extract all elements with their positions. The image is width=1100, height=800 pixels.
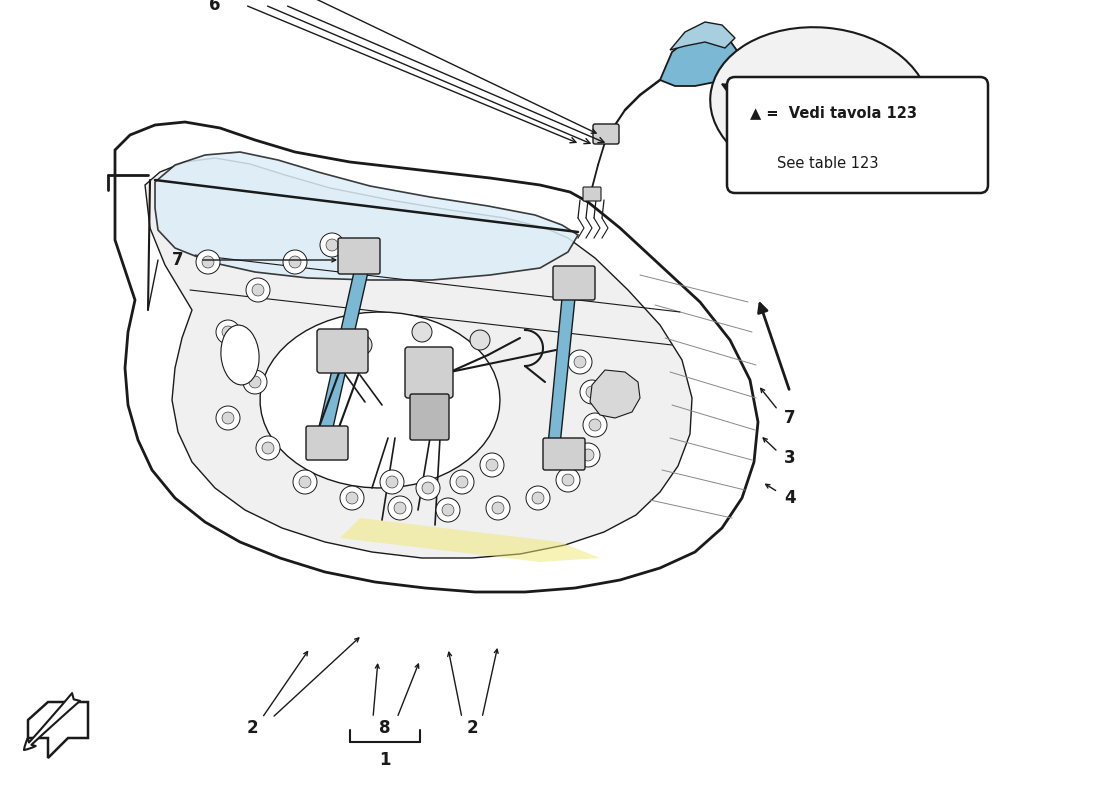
Text: 6: 6: [209, 0, 221, 14]
Circle shape: [216, 406, 240, 430]
FancyBboxPatch shape: [338, 238, 379, 274]
Circle shape: [202, 256, 215, 268]
Polygon shape: [28, 702, 88, 758]
Text: a passion since 1985: a passion since 1985: [345, 442, 535, 498]
Circle shape: [196, 250, 220, 274]
Text: See table 123: See table 123: [777, 155, 879, 170]
Circle shape: [283, 250, 307, 274]
Text: 4: 4: [784, 489, 795, 507]
Circle shape: [568, 350, 592, 374]
Text: 8: 8: [379, 719, 390, 737]
Circle shape: [562, 474, 574, 486]
Text: 3: 3: [784, 449, 795, 467]
Circle shape: [252, 284, 264, 296]
Polygon shape: [318, 272, 368, 432]
Ellipse shape: [711, 27, 930, 182]
FancyBboxPatch shape: [317, 329, 368, 373]
FancyBboxPatch shape: [583, 187, 601, 201]
Circle shape: [352, 335, 372, 355]
Circle shape: [442, 504, 454, 516]
Text: Oares: Oares: [441, 386, 679, 454]
Polygon shape: [155, 152, 578, 280]
Circle shape: [492, 502, 504, 514]
Circle shape: [246, 278, 270, 302]
Circle shape: [386, 476, 398, 488]
FancyBboxPatch shape: [553, 266, 595, 300]
Polygon shape: [670, 22, 735, 50]
Text: 7: 7: [173, 251, 184, 269]
Circle shape: [340, 486, 364, 510]
Circle shape: [326, 239, 338, 251]
Text: euro: euro: [287, 346, 473, 414]
Circle shape: [526, 486, 550, 510]
Circle shape: [422, 482, 435, 494]
FancyBboxPatch shape: [727, 77, 988, 193]
Circle shape: [580, 380, 604, 404]
Circle shape: [486, 459, 498, 471]
Circle shape: [249, 376, 261, 388]
Circle shape: [299, 476, 311, 488]
FancyBboxPatch shape: [593, 124, 619, 144]
Polygon shape: [116, 122, 758, 592]
Circle shape: [320, 233, 344, 257]
Circle shape: [293, 470, 317, 494]
Polygon shape: [340, 518, 600, 562]
Circle shape: [583, 413, 607, 437]
FancyBboxPatch shape: [405, 347, 453, 398]
Circle shape: [216, 320, 240, 344]
Polygon shape: [590, 370, 640, 418]
Text: 2: 2: [466, 719, 477, 737]
Ellipse shape: [221, 325, 260, 385]
Circle shape: [470, 330, 490, 350]
Circle shape: [586, 386, 598, 398]
Circle shape: [486, 496, 510, 520]
Circle shape: [379, 470, 404, 494]
Text: 2: 2: [246, 719, 257, 737]
Circle shape: [256, 436, 280, 460]
Circle shape: [556, 468, 580, 492]
Circle shape: [346, 492, 358, 504]
Circle shape: [588, 419, 601, 431]
Circle shape: [574, 356, 586, 368]
FancyBboxPatch shape: [306, 426, 348, 460]
Text: 7: 7: [784, 409, 795, 427]
Circle shape: [262, 442, 274, 454]
Polygon shape: [261, 312, 500, 488]
Circle shape: [416, 476, 440, 500]
Circle shape: [412, 322, 432, 342]
Circle shape: [243, 370, 267, 394]
Polygon shape: [660, 32, 738, 86]
Circle shape: [576, 443, 600, 467]
Circle shape: [480, 453, 504, 477]
Circle shape: [394, 502, 406, 514]
Text: 1: 1: [379, 751, 390, 769]
FancyBboxPatch shape: [543, 438, 585, 470]
Circle shape: [222, 412, 234, 424]
Polygon shape: [145, 158, 692, 558]
Circle shape: [436, 498, 460, 522]
Circle shape: [388, 496, 412, 520]
Circle shape: [450, 470, 474, 494]
Circle shape: [222, 326, 234, 338]
FancyBboxPatch shape: [410, 394, 449, 440]
Polygon shape: [548, 298, 575, 445]
Circle shape: [582, 449, 594, 461]
Circle shape: [289, 256, 301, 268]
Circle shape: [532, 492, 544, 504]
Circle shape: [456, 476, 468, 488]
Text: ▲ =  Vedi tavola 123: ▲ = Vedi tavola 123: [750, 106, 917, 121]
